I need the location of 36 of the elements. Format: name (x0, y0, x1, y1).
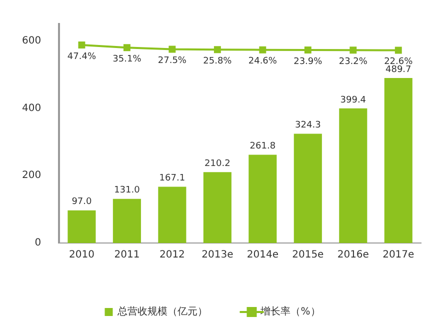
data-label: 489.7 (386, 64, 412, 75)
data-label: 97.0 (72, 197, 92, 208)
bar (248, 154, 277, 243)
data-label: 23.9% (294, 56, 323, 67)
legend-label: 总营收规模（亿元） (116, 306, 208, 318)
x-tick-label: 2012 (159, 250, 185, 261)
data-label: 261.8 (250, 142, 276, 152)
y-tick-label: 200 (22, 170, 42, 182)
data-label: 167.1 (159, 174, 186, 184)
data-label: 35.1% (112, 54, 142, 64)
bar (203, 172, 232, 243)
data-label: 24.6% (248, 56, 278, 67)
bar (68, 210, 96, 243)
y-tick-label: 0 (34, 238, 42, 249)
x-tick-label: 2011 (114, 250, 140, 261)
x-tick-label: 2016e (337, 250, 369, 261)
bar (294, 134, 322, 243)
data-label: 131.0 (114, 186, 140, 196)
data-label: 210.2 (204, 159, 230, 170)
data-label: 27.5% (158, 56, 187, 66)
x-tick-label: 2015e (292, 250, 324, 261)
y-tick-label: 400 (22, 102, 42, 114)
x-tick-label: 2010 (68, 250, 94, 261)
x-tick-label: 2014e (246, 250, 278, 261)
bar (112, 198, 141, 243)
y-tick-label: 600 (22, 35, 42, 46)
data-label: 399.4 (340, 95, 366, 106)
data-label: 324.3 (295, 120, 321, 131)
x-tick-label: 2017e (382, 250, 414, 261)
bar (384, 78, 412, 243)
data-label: 47.4% (67, 52, 96, 62)
data-label: 23.2% (338, 56, 368, 67)
x-tick-label: 2013e (202, 250, 234, 261)
bar (158, 186, 186, 243)
bar (339, 108, 368, 243)
data-label: 25.8% (203, 56, 232, 66)
